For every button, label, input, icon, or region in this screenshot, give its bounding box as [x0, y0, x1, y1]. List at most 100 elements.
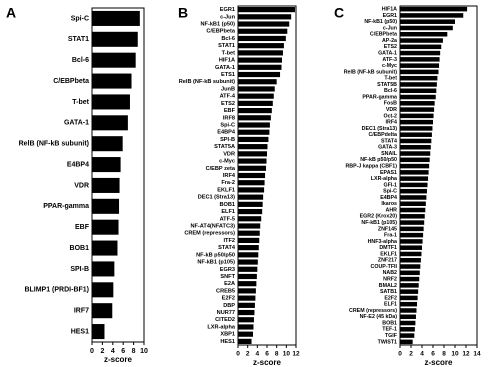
bar	[400, 207, 426, 213]
category-label: ETS1	[221, 72, 235, 78]
bar	[238, 266, 258, 272]
category-label: GATA-3	[378, 145, 397, 151]
category-label: E4BP4	[67, 161, 89, 168]
category-label: E2F2	[222, 296, 235, 302]
bar	[92, 94, 130, 110]
bar	[400, 314, 416, 320]
bar	[238, 288, 256, 294]
bar	[400, 138, 432, 144]
bar	[238, 237, 260, 244]
category-label: Oct-2	[383, 113, 397, 119]
bar	[400, 82, 437, 87]
category-label: BOB1	[382, 320, 397, 326]
bar	[400, 157, 430, 163]
bar	[238, 317, 254, 323]
category-label: SNFT	[220, 274, 235, 280]
category-label: STAT1	[218, 43, 235, 49]
category-label: TGIF	[385, 333, 398, 339]
bar	[238, 208, 263, 215]
bar	[238, 281, 257, 287]
category-label: STAT4	[218, 245, 236, 251]
category-label: T-bet	[384, 76, 397, 82]
bar	[238, 194, 264, 200]
category-label: STAT5A	[214, 144, 235, 150]
bar	[238, 180, 265, 186]
category-label: E4BP4	[380, 195, 397, 201]
bar	[92, 73, 132, 89]
bar	[238, 216, 262, 222]
bar	[400, 220, 425, 225]
bar	[400, 257, 421, 263]
category-label: C/EBPbeta	[53, 78, 89, 85]
x-tick-label: 10	[140, 348, 148, 355]
bar	[400, 144, 431, 150]
category-label: XBP1	[220, 332, 235, 338]
x-tick-label: 10	[283, 351, 291, 358]
category-label: Bcl-6	[221, 36, 235, 42]
x-tick-label: 12	[292, 351, 300, 358]
category-label: ATF-5	[220, 216, 235, 222]
category-label: DEC1 (Stra13)	[362, 126, 398, 132]
bar	[400, 333, 415, 338]
bar	[400, 126, 433, 131]
bar	[400, 226, 424, 232]
bar	[238, 187, 265, 193]
bar	[400, 101, 435, 106]
category-label: NF-kB p50/p50	[196, 252, 235, 258]
x-tick-label: 4	[256, 351, 260, 358]
category-label: C/EBPbeta	[370, 32, 397, 38]
category-label: FosB	[384, 101, 397, 107]
bar	[400, 31, 448, 37]
category-label: C/EBP zeta	[206, 166, 236, 172]
bar	[238, 151, 267, 157]
bar	[238, 338, 252, 344]
bar	[400, 50, 441, 56]
bar	[238, 158, 267, 164]
category-label: LXR-alpha	[207, 324, 236, 330]
category-label: BLIMP1 (PRDI-BF1)	[24, 287, 89, 294]
bar	[238, 245, 259, 251]
x-tick-label: 10	[451, 351, 459, 358]
x-axis-label: z-score	[104, 355, 133, 364]
bar	[400, 245, 422, 250]
category-label: BOB1	[219, 202, 235, 208]
x-tick-label: 6	[121, 348, 125, 355]
category-label: COUP-TFII	[371, 264, 398, 270]
category-label: JunB	[221, 86, 235, 92]
x-tick-label: 8	[132, 348, 136, 355]
category-label: EBF	[75, 224, 90, 231]
bar	[92, 177, 120, 193]
category-label: E2F2	[384, 295, 397, 301]
category-label: NRF2	[383, 276, 397, 282]
bar	[238, 295, 256, 301]
category-label: STAT5B	[377, 82, 397, 88]
category-label: TEF-1	[382, 327, 397, 333]
bar	[400, 38, 443, 43]
category-label: Spi-C	[220, 122, 235, 128]
category-label: NF-kB1 (p105)	[197, 260, 235, 266]
category-label: CREM (repressors)	[184, 231, 235, 237]
bar	[238, 324, 254, 330]
bar	[400, 232, 424, 238]
category-label: EGR1	[220, 7, 235, 13]
category-label: NF-kB p50/p50	[360, 157, 397, 163]
category-label: IRF4	[386, 120, 398, 126]
category-label: c-Myc	[382, 63, 397, 69]
category-label: GFI-1	[383, 182, 397, 188]
bar	[92, 324, 105, 340]
category-label: STAT4	[381, 138, 397, 144]
category-label: RelB (NF-kB subunit)	[19, 141, 89, 148]
category-label: IRF8	[223, 115, 235, 121]
bar	[400, 270, 420, 276]
bar	[238, 64, 282, 70]
bar	[92, 157, 121, 173]
bar	[92, 31, 138, 47]
bar	[400, 339, 413, 345]
bar	[92, 282, 114, 298]
bar	[238, 43, 284, 49]
category-label: SATB1	[380, 289, 397, 295]
category-label: EKLF1	[380, 251, 397, 257]
bar	[400, 57, 440, 62]
x-tick-label: 0	[398, 351, 402, 358]
category-label: Bcl-6	[72, 57, 89, 64]
